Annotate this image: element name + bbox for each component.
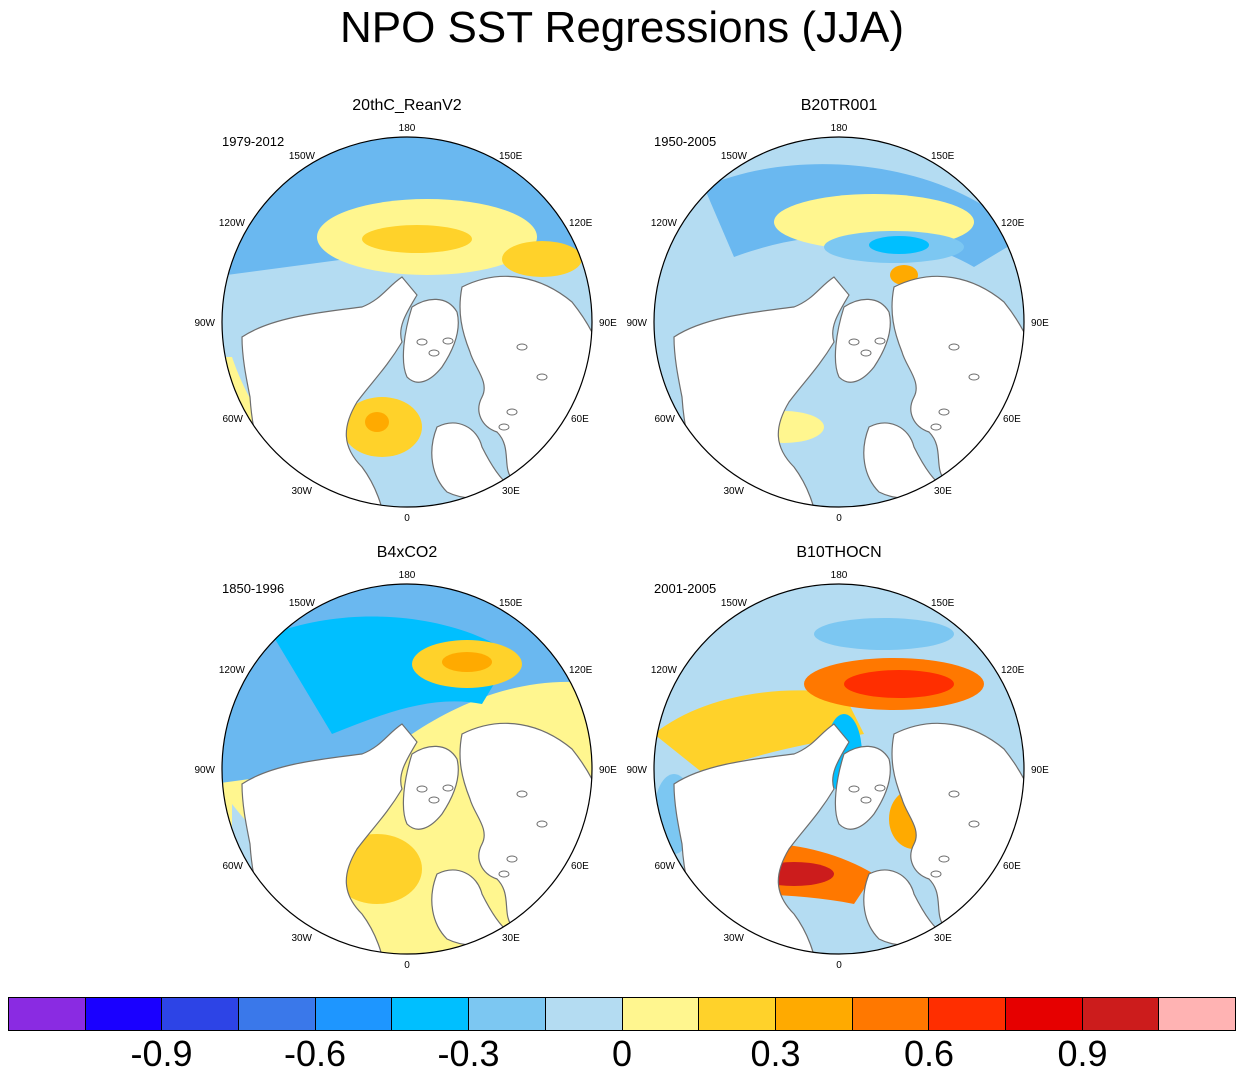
panel-years: 2001-2005 [654, 581, 717, 596]
map-boundary [653, 136, 1025, 508]
longitude-label: 60E [571, 861, 589, 872]
polar-map: 180 150W 150E 120W 120E 90W 90E 60W 60E 30W 30E 0 [626, 570, 1049, 971]
figure-title: NPO SST Regressions (JJA) [339, 3, 904, 52]
map-panel-b20tr001: 180 150W 150E 120W 120E 90W 90E 60W 60E 30W 30E 0 B… [624, 96, 1054, 536]
colorbar-box [9, 998, 86, 1030]
colorbar-label: 0.3 [750, 1033, 801, 1074]
sst-field [222, 137, 592, 507]
longitude-label: 150W [721, 598, 748, 609]
colorbar-box [929, 998, 1006, 1030]
colorbar [8, 997, 1236, 1031]
longitude-label: 30E [502, 933, 520, 944]
polar-map: 180 150W 150E 120W 120E 90W 90E 60W 60E 30W 30E 0 [626, 123, 1049, 524]
longitude-label: 60W [222, 414, 243, 425]
longitude-label: 30W [291, 486, 312, 497]
longitude-label: 90E [599, 318, 617, 329]
longitude-label: 60W [222, 861, 243, 872]
panel-title: B10THOCN [796, 544, 882, 561]
longitude-label: 0 [404, 960, 410, 971]
longitude-label: 60E [571, 414, 589, 425]
longitude-label: 90E [599, 765, 617, 776]
colorbar-label: 0.6 [903, 1033, 955, 1074]
colorbar-box [545, 998, 623, 1030]
longitude-label: 60W [654, 861, 675, 872]
colorbar-box [699, 998, 776, 1030]
longitude-label: 150W [289, 598, 316, 609]
colorbar-box [852, 998, 930, 1030]
panel-years: 1979-2012 [222, 134, 285, 149]
panel-title: 20thC_ReanV2 [352, 97, 462, 114]
longitude-label: 150E [931, 598, 955, 609]
sst-field [654, 584, 1024, 954]
colorbar-label: 0 [611, 1033, 633, 1074]
longitude-label: 120W [651, 218, 678, 229]
longitude-label: 120E [569, 665, 593, 676]
polar-map: 180 150W 150E 120W 120E 90W 90E 60W 60E 30W 30E 0 [194, 123, 617, 524]
longitude-label: 0 [836, 513, 842, 524]
colorbar-box [239, 998, 316, 1030]
sst-field [654, 137, 1024, 507]
longitude-label: 30E [934, 933, 952, 944]
longitude-label: 30E [502, 486, 520, 497]
panel-title: B4xCO2 [376, 544, 438, 561]
longitude-label: 120E [569, 218, 593, 229]
longitude-label: 60E [1003, 861, 1021, 872]
longitude-label: 90E [1031, 765, 1049, 776]
colorbar-box [162, 998, 240, 1030]
colorbar-label: -0.6 [283, 1033, 347, 1074]
colorbar-box [392, 998, 470, 1030]
map-boundary [221, 583, 593, 955]
map-boundary [653, 583, 1025, 955]
panel-years: 1950-2005 [654, 134, 717, 149]
longitude-label: 150E [931, 151, 955, 162]
map-boundary [221, 136, 593, 508]
longitude-label: 180 [399, 123, 416, 134]
longitude-label: 150W [721, 151, 748, 162]
longitude-label: 120W [651, 665, 678, 676]
longitude-label: 120W [219, 665, 246, 676]
colorbar-box [315, 998, 393, 1030]
map-panel-b4xco2: 180 150W 150E 120W 120E 90W 90E 60W 60E 30W 30E 0 B… [192, 543, 622, 983]
longitude-label: 0 [836, 960, 842, 971]
longitude-label: 180 [831, 123, 848, 134]
longitude-label: 0 [404, 513, 410, 524]
colorbar-box [1159, 998, 1235, 1030]
longitude-label: 150E [499, 598, 523, 609]
longitude-label: 150W [289, 151, 316, 162]
panel-years: 1850-1996 [222, 581, 285, 596]
longitude-label: 90E [1031, 318, 1049, 329]
longitude-label: 120E [1001, 665, 1025, 676]
colorbar-box [85, 998, 163, 1030]
colorbar-box [622, 998, 700, 1030]
colorbar-box [1005, 998, 1083, 1030]
colorbar-box [1082, 998, 1160, 1030]
longitude-label: 30E [934, 486, 952, 497]
longitude-label: 30W [723, 486, 744, 497]
longitude-label: 60W [654, 414, 675, 425]
longitude-label: 30W [723, 933, 744, 944]
colorbar-label: 0.9 [1057, 1033, 1108, 1074]
longitude-label: 90W [626, 318, 647, 329]
colorbar-box [469, 998, 546, 1030]
longitude-label: 120E [1001, 218, 1025, 229]
longitude-label: 150E [499, 151, 523, 162]
longitude-label: 90W [626, 765, 647, 776]
map-panel-20thc-reanv2: 180 150W 150E 120W 120E 90W 90E 60W 60E 30W 30E 0 2… [192, 96, 622, 536]
sst-field [222, 584, 592, 954]
longitude-label: 180 [831, 570, 848, 581]
colorbar-label: -0.9 [130, 1033, 193, 1074]
longitude-label: 90W [194, 318, 215, 329]
polar-map: 180 150W 150E 120W 120E 90W 90E 60W 60E 30W 30E 0 [194, 570, 617, 971]
colorbar-box [775, 998, 853, 1030]
longitude-label: 60E [1003, 414, 1021, 425]
colorbar-label: -0.3 [437, 1033, 500, 1074]
longitude-label: 90W [194, 765, 215, 776]
map-panel-b10thocn: 180 150W 150E 120W 120E 90W 90E 60W 60E 30W 30E 0 B… [624, 543, 1054, 983]
longitude-label: 30W [291, 933, 312, 944]
longitude-label: 120W [219, 218, 246, 229]
panel-title: B20TR001 [800, 97, 878, 114]
longitude-label: 180 [399, 570, 416, 581]
